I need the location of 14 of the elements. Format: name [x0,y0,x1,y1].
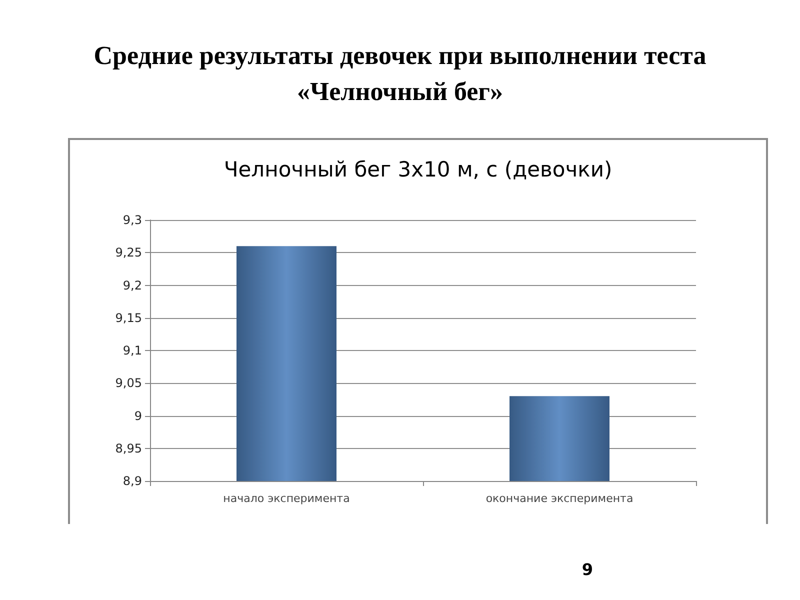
chart-title: Средние результаты девочек при выполнении теста «Челночный бег» [92,40,708,108]
y-tick-label: 9,15 [115,310,142,325]
y-tick-label: 9,1 [122,344,142,358]
y-tick-label: 9,25 [115,246,142,260]
text: 9 [580,560,594,579]
y-tick-label: 9,3 [122,213,142,227]
y-tick-label: 9 [134,408,142,423]
y-tick-label: 8,9 [122,474,142,488]
chart-subtitle: Челночный бег 3х10 м, с (девочки) [224,158,612,182]
y-tick-label: 9,2 [122,278,142,292]
x-tick-label: начало эксперимента [223,492,350,505]
y-tick-label: 8,95 [115,441,142,456]
x-tick-label: окончание эксперимента [486,492,634,505]
y-tick-label: 9,05 [115,376,142,390]
